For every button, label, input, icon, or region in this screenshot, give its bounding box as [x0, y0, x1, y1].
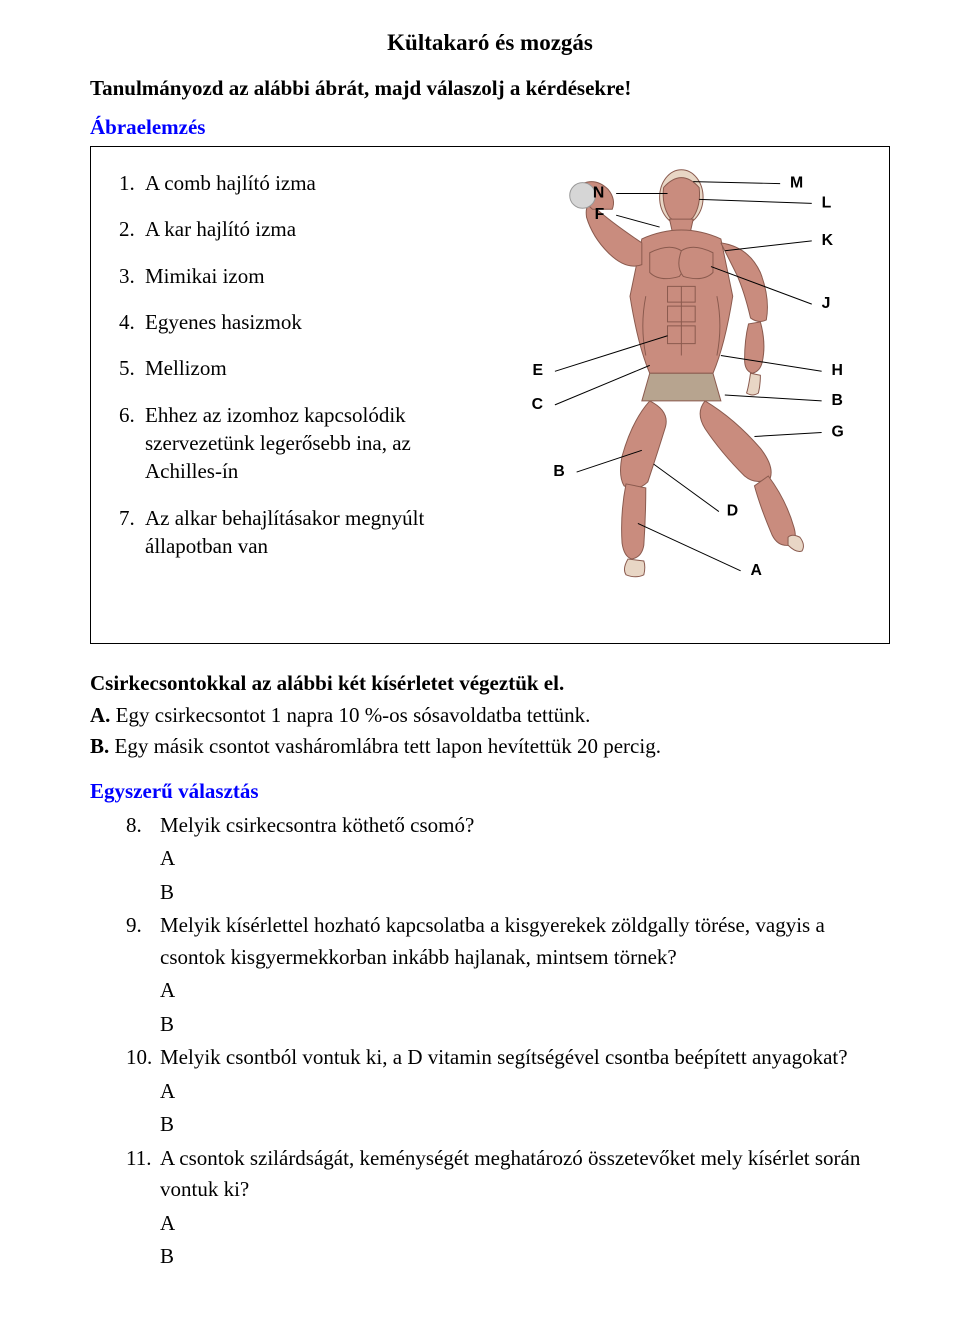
option-b: B: [160, 1109, 174, 1141]
option-row: B: [126, 1009, 890, 1041]
svg-text:G: G: [832, 423, 844, 440]
q-text: A csontok szilárdságát, keménységét megh…: [160, 1143, 890, 1206]
list-item: 7. Az alkar behajlításakor megnyúlt álla…: [119, 504, 442, 561]
svg-text:H: H: [832, 362, 843, 379]
experiment-b-label: B.: [90, 734, 109, 758]
option-a: A: [160, 975, 175, 1007]
svg-text:B: B: [553, 463, 564, 480]
svg-text:N: N: [593, 184, 604, 201]
q-number: 7.: [119, 504, 145, 561]
q-number: 5.: [119, 354, 145, 382]
svg-text:L: L: [822, 194, 832, 211]
q-text: Melyik kísérlettel hozható kapcsolatba a…: [160, 910, 890, 973]
svg-text:E: E: [533, 362, 544, 379]
list-item: 9. Melyik kísérlettel hozható kapcsolatb…: [126, 910, 890, 973]
q-number: 2.: [119, 215, 145, 243]
svg-text:J: J: [822, 295, 831, 312]
list-item: 4. Egyenes hasizmok: [119, 308, 442, 336]
list-item: 5. Mellizom: [119, 354, 442, 382]
section-diagram-label: Ábraelemzés: [90, 115, 890, 140]
q-number: 6.: [119, 401, 145, 486]
option-b: B: [160, 1009, 174, 1041]
q-text: A comb hajlító izma: [145, 169, 442, 197]
option-row: B: [126, 877, 890, 909]
q-text: Mimikai izom: [145, 262, 442, 290]
instruction-text: Tanulmányozd az alábbi ábrát, majd válas…: [90, 76, 890, 101]
option-row: B: [126, 1109, 890, 1141]
question-list: 1. A comb hajlító izma 2. A kar hajlító …: [91, 147, 458, 643]
option-b: B: [160, 1241, 174, 1273]
q-number: 11.: [126, 1143, 160, 1206]
q-number: 1.: [119, 169, 145, 197]
muscle-diagram: N F E C B M L K J: [466, 155, 881, 635]
list-item: 6. Ehhez az izomhoz kapcsolódik szerveze…: [119, 401, 442, 486]
q-text: Mellizom: [145, 354, 442, 382]
option-row: B: [126, 1241, 890, 1273]
q-text: Egyenes hasizmok: [145, 308, 442, 336]
experiment-a-text: Egy csirkecsontot 1 napra 10 %-os sósavo…: [116, 703, 591, 727]
choice-questions: 8. Melyik csirkecsontra köthető csomó? A…: [90, 810, 890, 1273]
q-text: Az alkar behajlításakor megnyúlt állapot…: [145, 504, 442, 561]
option-row: A: [126, 843, 890, 875]
svg-text:K: K: [822, 232, 834, 249]
q-text: Ehhez az izomhoz kapcsolódik szervezetün…: [145, 401, 442, 486]
option-a: A: [160, 1076, 175, 1108]
q-number: 8.: [126, 810, 160, 842]
option-b: B: [160, 877, 174, 909]
section-choice-label: Egyszerű választás: [90, 779, 890, 804]
option-a: A: [160, 1208, 175, 1240]
experiment-intro-text: Csirkecsontokkal az alábbi két kísérlete…: [90, 671, 564, 695]
anatomy-figure: N F E C B M L K J: [458, 147, 889, 643]
list-item: 2. A kar hajlító izma: [119, 215, 442, 243]
q-text: Melyik csirkecsontra köthető csomó?: [160, 810, 890, 842]
q-number: 10.: [126, 1042, 160, 1074]
list-item: 3. Mimikai izom: [119, 262, 442, 290]
list-item: 8. Melyik csirkecsontra köthető csomó?: [126, 810, 890, 842]
q-number: 9.: [126, 910, 160, 973]
page-title: Kültakaró és mozgás: [90, 30, 890, 56]
diagram-box: 1. A comb hajlító izma 2. A kar hajlító …: [90, 146, 890, 644]
svg-text:F: F: [595, 206, 605, 223]
svg-text:D: D: [727, 503, 738, 520]
experiment-b-text: Egy másik csontot vasháromlábra tett lap…: [115, 734, 661, 758]
option-row: A: [126, 1076, 890, 1108]
option-row: A: [126, 975, 890, 1007]
list-item: 1. A comb hajlító izma: [119, 169, 442, 197]
experiment-a-label: A.: [90, 703, 110, 727]
q-text: Melyik csontból vontuk ki, a D vitamin s…: [160, 1042, 890, 1074]
svg-text:C: C: [532, 396, 543, 413]
svg-text:A: A: [751, 562, 762, 579]
list-item: 11. A csontok szilárdságát, keménységét …: [126, 1143, 890, 1206]
option-a: A: [160, 843, 175, 875]
experiment-intro: Csirkecsontokkal az alábbi két kísérlete…: [90, 668, 890, 763]
q-number: 4.: [119, 308, 145, 336]
option-row: A: [126, 1208, 890, 1240]
list-item: 10. Melyik csontból vontuk ki, a D vitam…: [126, 1042, 890, 1074]
q-number: 3.: [119, 262, 145, 290]
svg-text:B: B: [832, 392, 843, 409]
q-text: A kar hajlító izma: [145, 215, 442, 243]
svg-text:M: M: [790, 175, 803, 192]
